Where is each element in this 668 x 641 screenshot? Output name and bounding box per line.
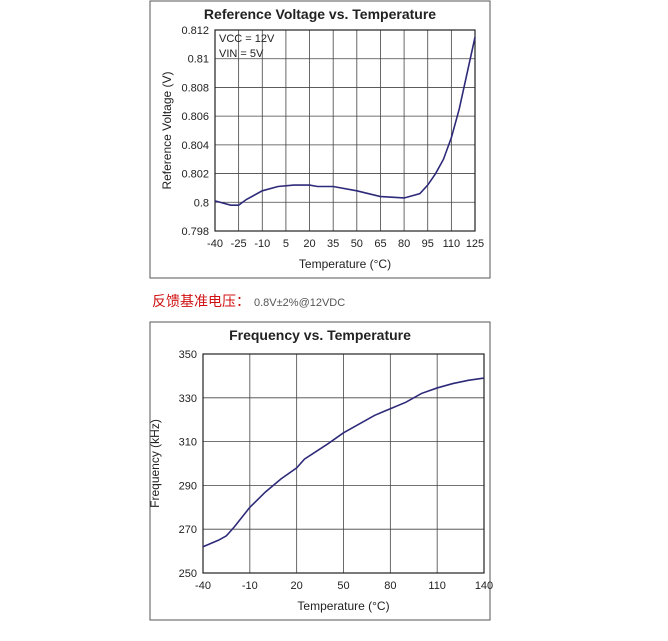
x-tick-label: 95 bbox=[422, 238, 434, 250]
chart-title: Reference Voltage vs. Temperature bbox=[204, 6, 436, 22]
y-axis-label: Frequency (kHz) bbox=[148, 419, 162, 508]
x-tick-label: -25 bbox=[231, 238, 247, 250]
x-axis-label: Temperature (°C) bbox=[297, 599, 389, 613]
chart-frame bbox=[149, 321, 491, 621]
plot-area bbox=[214, 29, 476, 232]
x-tick-label: 125 bbox=[466, 238, 484, 250]
x-tick-label: 20 bbox=[291, 580, 303, 592]
y-tick-label: 0.8 bbox=[194, 197, 209, 209]
x-tick-label: 80 bbox=[398, 238, 410, 250]
annotation: VCC = 12V bbox=[219, 33, 275, 45]
y-tick-label: 0.804 bbox=[181, 140, 209, 152]
y-tick-label: 0.812 bbox=[181, 25, 209, 37]
x-tick-label: 5 bbox=[283, 238, 289, 250]
x-tick-label: 50 bbox=[351, 238, 363, 250]
y-axis-label: Reference Voltage (V) bbox=[160, 71, 174, 189]
x-tick-label: 65 bbox=[374, 238, 386, 250]
x-tick-label: -40 bbox=[207, 238, 223, 250]
x-tick-label: 50 bbox=[337, 580, 349, 592]
y-tick-label: 310 bbox=[179, 437, 197, 449]
y-tick-label: 290 bbox=[179, 480, 197, 492]
line-series bbox=[214, 37, 476, 206]
x-tick-label: 140 bbox=[475, 580, 493, 592]
y-tick-label: 330 bbox=[179, 393, 197, 405]
x-tick-label: -10 bbox=[242, 580, 258, 592]
y-tick-label: 250 bbox=[179, 568, 197, 580]
x-tick-label: 110 bbox=[443, 238, 461, 250]
x-tick-label: 20 bbox=[303, 238, 315, 250]
note-value: 0.8V±2%@12VDC bbox=[254, 297, 345, 309]
y-tick-label: 0.798 bbox=[181, 226, 209, 238]
y-tick-label: 0.806 bbox=[181, 111, 209, 123]
x-tick-label: -40 bbox=[195, 580, 211, 592]
y-tick-label: 270 bbox=[179, 524, 197, 536]
y-tick-label: 0.81 bbox=[188, 54, 209, 66]
line-series bbox=[202, 377, 485, 548]
x-axis-label: Temperature (°C) bbox=[299, 257, 391, 271]
y-tick-label: 350 bbox=[179, 349, 197, 361]
x-tick-label: 35 bbox=[327, 238, 339, 250]
x-tick-label: 80 bbox=[384, 580, 396, 592]
plot-area bbox=[202, 353, 485, 574]
note-label: 反馈基准电压： bbox=[152, 293, 250, 309]
x-tick-label: -10 bbox=[254, 238, 270, 250]
chart-frame bbox=[149, 0, 491, 279]
y-tick-label: 0.802 bbox=[181, 169, 209, 181]
chart-title: Frequency vs. Temperature bbox=[229, 327, 411, 343]
y-tick-label: 0.808 bbox=[181, 82, 209, 94]
annotation: VIN = 5V bbox=[219, 48, 264, 60]
x-tick-label: 110 bbox=[428, 580, 446, 592]
